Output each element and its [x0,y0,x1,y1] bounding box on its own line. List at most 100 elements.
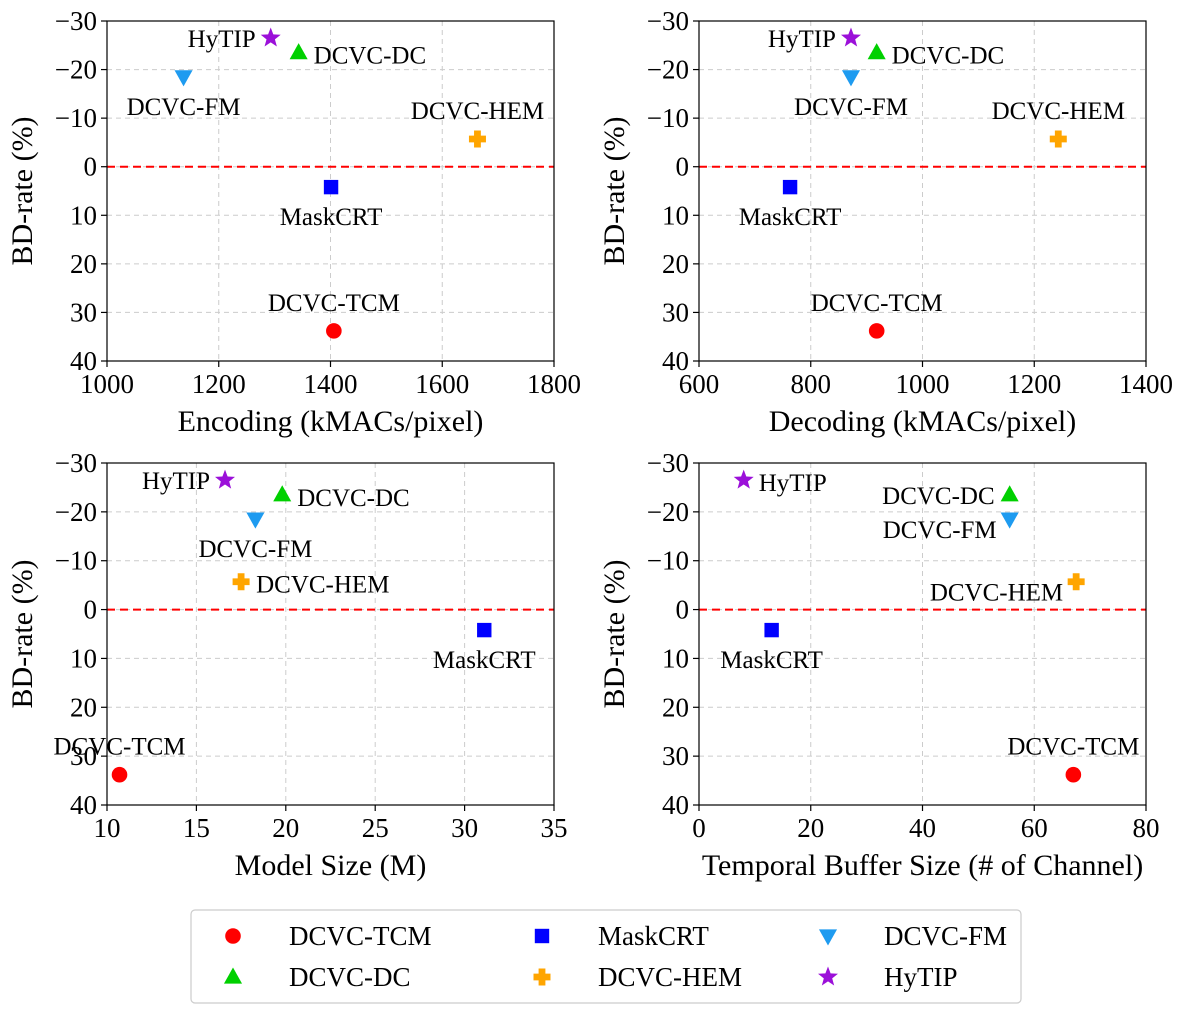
y-axis-label: BD-rate (%) [6,116,39,265]
data-label-hytip: HyTIP [768,26,836,53]
data-point-hytip [840,27,861,47]
x-axis-label: Temporal Buffer Size (# of Channel) [702,849,1143,882]
y-tick-label: 20 [70,692,97,722]
data-point-dcvc-fm [1000,512,1019,529]
legend-label: DCVC-FM [884,921,1007,951]
data-point-dcvc-fm [841,70,861,87]
y-tick-label: −20 [647,497,689,527]
data-label-dcvc-dc: DCVC-DC [882,483,995,510]
y-tick-label: 0 [84,152,98,182]
data-label-dcvc-tcm: DCVC-TCM [1007,734,1139,761]
y-tick-label: 0 [676,595,690,625]
x-tick-label: 20 [797,813,824,843]
y-tick-label: 30 [70,741,97,771]
x-tick-label: 80 [1133,813,1160,843]
data-point-maskcrt [782,179,798,195]
legend-label: DCVC-DC [289,962,411,992]
y-axis-label: BD-rate (%) [598,116,631,265]
x-tick-label: 10 [94,813,121,843]
y-tick-label: −10 [647,546,689,576]
y-tick-label: 0 [676,152,690,182]
y-tick-label: −20 [647,55,689,85]
data-point-dcvc-fm [246,512,265,529]
chart-panel-2: 600 800 1000 1200 1400 −30 −20 −10 0 10 20 30 40 Deco… [598,6,1173,438]
y-tick-label: 0 [84,595,98,625]
chart-panel-3: 10 15 20 25 30 35 −30 −20 −10 0 10 20 30 40 Model Size… [6,448,568,882]
y-tick-label: −10 [55,546,97,576]
y-axis-label: BD-rate (%) [6,559,39,708]
y-tick-label: 20 [662,692,689,722]
legend-label: MaskCRT [598,921,709,951]
data-label-maskcrt: MaskCRT [720,647,823,674]
y-tick-label: 10 [70,200,97,230]
data-point-dcvc-hem [1049,130,1067,148]
x-tick-label: 0 [692,813,706,843]
data-point-dcvc-dc [867,43,886,60]
data-point-maskcrt [764,622,779,638]
y-tick-label: 40 [662,790,689,820]
data-label-maskcrt: MaskCRT [739,204,842,231]
data-label-dcvc-tcm: DCVC-TCM [811,290,943,317]
data-point-dcvc-dc [273,485,292,502]
data-point-hytip [215,469,235,489]
x-tick-label: 30 [451,813,478,843]
legend-entry-dcvc-dc: DCVC-DC [223,962,411,992]
x-tick-label: 1200 [1007,369,1061,399]
x-tick-label: 1800 [527,369,581,399]
data-point-dcvc-dc [289,43,308,60]
legend-label: HyTIP [884,962,958,992]
legend-entry-dcvc-hem: DCVC-HEM [533,962,742,992]
x-tick-label: 1000 [80,369,134,399]
data-point-dcvc-tcm [326,323,342,339]
legend-marker-dcvc-fm [818,929,838,946]
data-point-dcvc-tcm [111,766,128,783]
data-label-hytip: HyTIP [759,470,827,497]
y-tick-label: 40 [662,346,689,376]
y-tick-label: −20 [55,55,97,85]
x-axis-label: Model Size (M) [235,849,427,882]
y-tick-label: 10 [662,643,689,673]
data-label-dcvc-hem: DCVC-HEM [930,580,1063,607]
data-label-dcvc-hem: DCVC-HEM [411,98,544,125]
x-tick-label: 20 [272,813,299,843]
data-label-dcvc-fm: DCVC-FM [198,536,312,563]
data-label-dcvc-dc: DCVC-DC [297,485,410,512]
data-point-dcvc-hem [232,573,250,591]
legend-box [190,909,1022,1004]
y-tick-label: 30 [70,297,97,327]
y-axis-label: BD-rate (%) [598,559,631,708]
data-point-hytip [733,469,754,489]
data-label-maskcrt: MaskCRT [433,647,536,674]
data-point-dcvc-hem [468,130,486,148]
x-tick-label: 60 [1021,813,1048,843]
data-label-hytip: HyTIP [188,26,256,53]
y-tick-label: −30 [647,448,689,478]
legend-marker-dcvc-hem [533,968,551,986]
data-label-dcvc-dc: DCVC-DC [892,43,1005,70]
x-tick-label: 1000 [896,369,950,399]
y-tick-label: −30 [647,6,689,36]
data-point-dcvc-fm [174,70,193,87]
legend-marker-dcvc-tcm [225,928,241,944]
data-point-dcvc-dc [1000,485,1019,502]
legend-entry-dcvc-tcm: DCVC-TCM [225,921,432,951]
y-tick-label: −20 [55,497,97,527]
x-axis-label: Encoding (kMACs/pixel) [178,405,484,438]
data-point-maskcrt [477,622,492,638]
y-tick-label: 30 [662,297,689,327]
data-label-dcvc-dc: DCVC-DC [314,43,427,70]
x-tick-label: 800 [791,369,832,399]
legend-marker-dcvc-dc [223,967,243,984]
legend-marker-hytip [818,966,838,986]
chart-panel-4: 0 20 40 60 80 −30 −20 −10 0 10 20 30 40 Temporal Buff… [598,448,1160,882]
x-tick-label: 1400 [1119,369,1173,399]
x-tick-label: 15 [183,813,210,843]
data-label-maskcrt: MaskCRT [280,204,383,231]
data-point-dcvc-tcm [1065,766,1082,783]
y-tick-label: 10 [662,200,689,230]
data-point-dcvc-hem [1067,573,1085,591]
data-label-dcvc-hem: DCVC-HEM [992,98,1125,125]
legend-entry-dcvc-fm: DCVC-FM [818,921,1007,951]
data-label-dcvc-tcm: DCVC-TCM [268,290,400,317]
